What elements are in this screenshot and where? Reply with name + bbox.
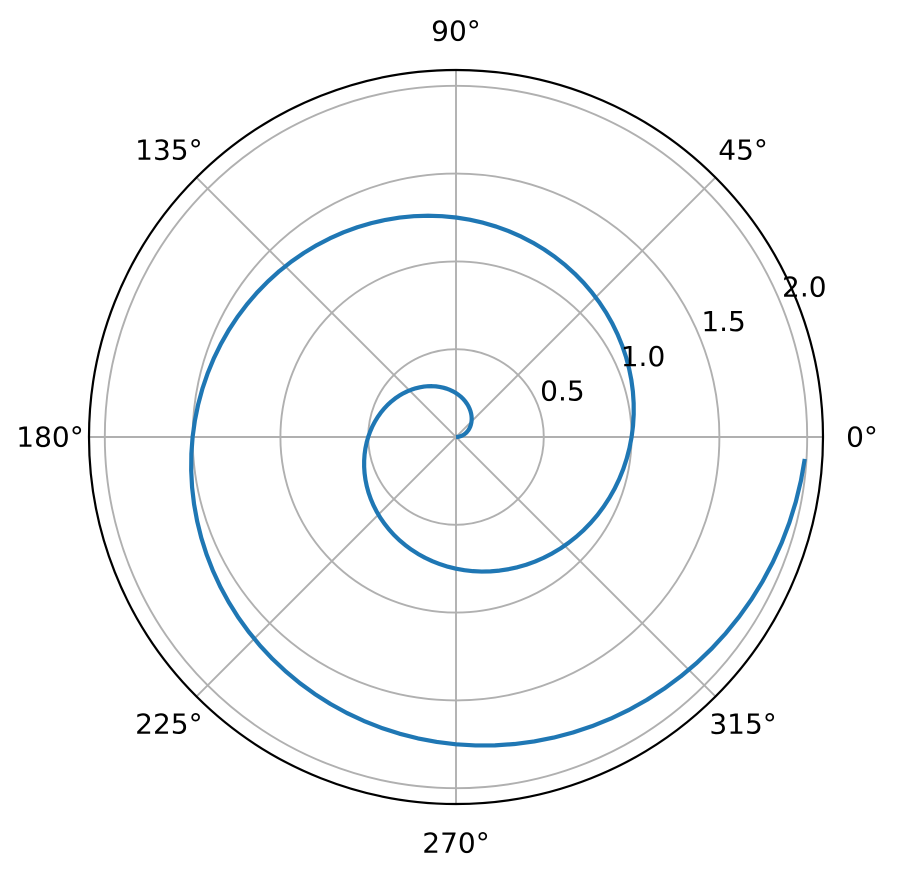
r-tick-label-2.0: 2.0: [782, 271, 827, 304]
theta-tick-label-45: 45°: [718, 133, 768, 166]
theta-gridline-225: [195, 436, 457, 698]
theta-tick-label-135: 135°: [135, 133, 202, 166]
series-archimedean-spiral: [189, 213, 807, 748]
theta-tick-label-90: 90°: [431, 15, 481, 48]
theta-tick-label-180: 180°: [16, 421, 83, 454]
r-tick-label-1.5: 1.5: [701, 305, 746, 338]
theta-tick-label-315: 315°: [709, 708, 776, 741]
r-tick-label-1.0: 1.0: [621, 340, 666, 373]
r-tick-label-0.5: 0.5: [540, 375, 585, 408]
theta-gridline-135: [195, 176, 457, 438]
theta-gridline-45: [455, 176, 717, 438]
theta-tick-label-0: 0°: [846, 421, 878, 454]
theta-tick-label-270: 270°: [422, 827, 489, 860]
theta-gridline-315: [455, 436, 717, 698]
polar-spine: [87, 68, 825, 806]
theta-tick-label-225: 225°: [135, 708, 202, 741]
